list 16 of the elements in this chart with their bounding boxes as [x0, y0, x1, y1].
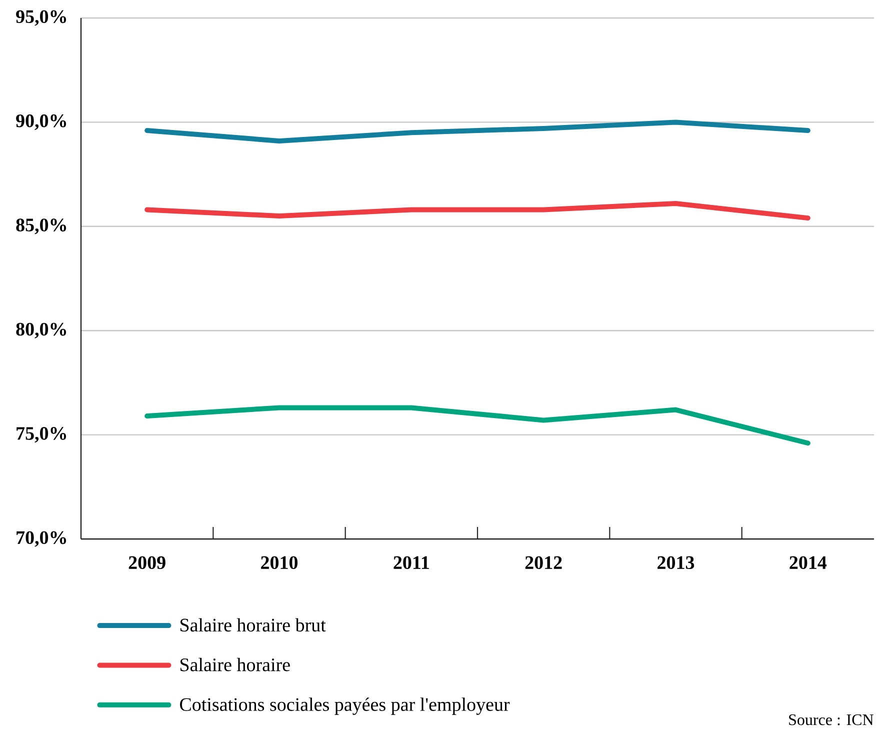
x-tick-label: 2010 [261, 556, 298, 570]
x-tick-label: 2014 [790, 556, 827, 570]
legend-label: Salaire horaire [180, 658, 290, 672]
x-tick-label: 2011 [394, 556, 429, 570]
y-tick-label: 95,0% [16, 10, 66, 26]
y-tick-label: 90,0% [16, 114, 66, 130]
y-tick-label: 75,0% [16, 427, 66, 443]
x-tick-label: 2012 [525, 556, 562, 570]
y-tick-label: 85,0% [16, 218, 66, 234]
source-note: Source : ICN [789, 714, 874, 726]
legend-label: Salaire horaire brut [180, 618, 326, 632]
x-tick-label: 2013 [658, 556, 694, 570]
x-tick-label: 2009 [128, 556, 166, 570]
legend-label: Cotisations sociales payées par l'employeur [180, 698, 510, 715]
y-tick-label: 80,0% [16, 322, 66, 338]
y-tick-label: 70,0% [16, 531, 66, 547]
